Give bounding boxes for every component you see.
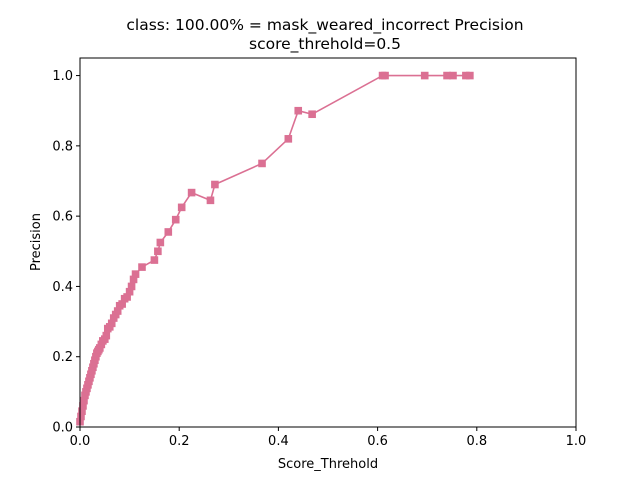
plot-area — [76, 71, 474, 426]
data-point-marker — [284, 135, 293, 143]
data-point-marker — [211, 180, 219, 189]
y-tick-label: 0.0 — [52, 421, 73, 436]
data-point-marker — [77, 412, 85, 421]
x-tick-label: 1.0 — [566, 434, 587, 449]
axes-frame — [79, 57, 577, 428]
data-point-marker — [131, 270, 140, 278]
data-point-marker — [156, 238, 165, 247]
data-point-marker — [466, 71, 474, 80]
data-point-marker — [206, 196, 215, 205]
x-axis-label: Score_Threhold — [278, 457, 378, 472]
y-tick-label: 0.8 — [52, 139, 73, 154]
data-point-marker — [177, 203, 186, 212]
x-tick-label: 0.4 — [268, 434, 289, 449]
data-point-marker — [462, 71, 470, 80]
data-point-marker — [381, 71, 389, 80]
data-point-marker — [127, 282, 136, 291]
data-point-marker — [150, 256, 159, 264]
y-axis-label: Precision — [29, 213, 44, 271]
data-point-marker — [129, 275, 138, 284]
x-tick-label: 0.8 — [466, 434, 487, 449]
data-point-marker — [107, 319, 116, 328]
data-point-marker — [79, 402, 87, 410]
x-tick-label: 0.0 — [70, 434, 91, 449]
data-point-marker — [118, 300, 126, 308]
y-tick-label: 1.0 — [52, 69, 73, 84]
data-point-marker — [78, 407, 86, 415]
data-point-marker — [258, 159, 266, 168]
y-tick-label: 0.4 — [52, 280, 73, 295]
y-tick-label: 0.2 — [52, 350, 73, 365]
data-point-marker — [443, 71, 451, 80]
x-tick-label: 0.6 — [367, 434, 388, 449]
data-point-marker — [449, 71, 457, 80]
data-point-marker — [123, 293, 131, 301]
chart-subtitle: score_threhold=0.5 — [249, 35, 401, 54]
data-point-marker — [308, 110, 316, 119]
data-point-marker — [294, 106, 303, 115]
data-point-marker — [420, 71, 429, 80]
axis-ticks: 0.0 0.2 0.4 0.6 0.8 1.0 0.0 0.2 0.4 0.6 0.8 1.0 — [52, 69, 586, 449]
data-point-marker — [125, 287, 134, 296]
data-point-marker — [102, 331, 111, 340]
y-tick-label: 0.6 — [52, 210, 73, 225]
data-point-marker — [80, 396, 88, 405]
data-point-marker — [171, 215, 180, 224]
data-point-marker — [113, 307, 122, 315]
data-point-marker — [154, 247, 162, 256]
data-point-marker — [164, 228, 173, 236]
x-tick-label: 0.2 — [169, 434, 190, 449]
chart-title: class: 100.00% = mask_weared_incorrect P… — [126, 16, 523, 35]
data-point-marker — [138, 263, 146, 271]
data-point-marker — [187, 188, 196, 197]
